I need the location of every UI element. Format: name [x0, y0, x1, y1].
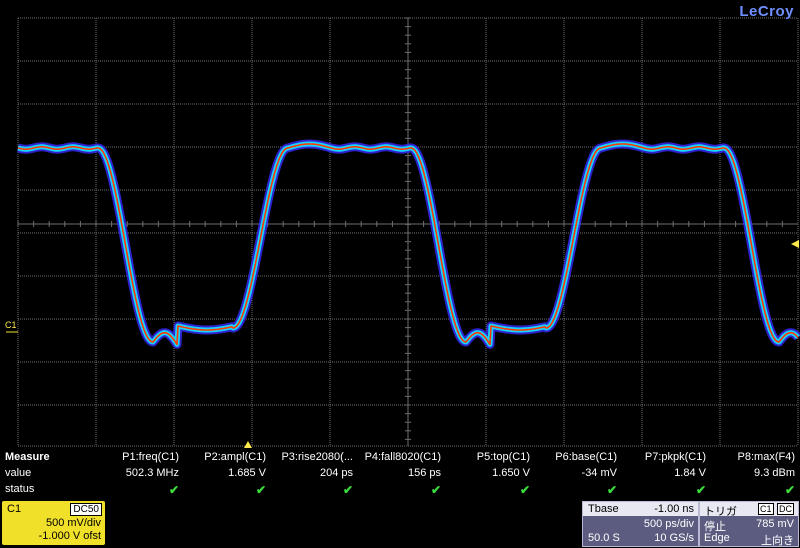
- vertical-offset: -1.000 V ofst: [38, 530, 101, 542]
- status-check-icon: ✔: [784, 483, 795, 497]
- measure-heading[interactable]: Measure: [5, 451, 50, 463]
- param-value-p2: 1.685 V: [228, 467, 266, 479]
- status-check-icon: ✔: [695, 483, 706, 497]
- param-name-p6[interactable]: P6:base(C1): [555, 451, 617, 463]
- param-name-p5[interactable]: P5:top(C1): [476, 451, 530, 463]
- channel-name: C1: [7, 503, 22, 515]
- param-name-p3[interactable]: P3:rise2080(...: [281, 451, 353, 463]
- timebase-scale: 500 ps/div: [643, 518, 694, 530]
- status-check-icon: ✔: [168, 483, 179, 497]
- measure-table: Measure P1:freq(C1) P2:ampl(C1) P3:rise2…: [0, 448, 800, 500]
- status-check-icon: ✔: [255, 483, 266, 497]
- param-name-p8[interactable]: P8:max(F4): [737, 451, 795, 463]
- trigger-position-marker[interactable]: [244, 441, 252, 448]
- trigger-level-marker[interactable]: [791, 240, 799, 248]
- param-name-p2[interactable]: P2:ampl(C1): [204, 451, 266, 463]
- trigger-slope: 上向き: [761, 535, 794, 547]
- brand-logo: LeCroy: [739, 3, 794, 20]
- timebase-descriptor[interactable]: Tbase -1.00 ns 500 ps/div 50.0 S 10 GS/s: [582, 501, 699, 547]
- status-check-icon: ✔: [430, 483, 441, 497]
- param-value-p3: 204 ps: [319, 467, 353, 479]
- trigger-label: トリガ: [704, 506, 737, 518]
- trigger-type: Edge: [704, 532, 730, 544]
- waveform-display[interactable]: LeCroy C1: [0, 0, 800, 448]
- value-row-label: value: [5, 467, 32, 479]
- trace-core: [17, 143, 799, 346]
- param-value-p8: 9.3 dBm: [754, 467, 795, 479]
- trigger-source-badge: C1: [758, 503, 774, 515]
- status-row-label: status: [5, 483, 35, 495]
- sample-count: 50.0 S: [588, 532, 620, 544]
- coupling-badge: DC50: [70, 503, 102, 516]
- graticule: [6, 17, 800, 447]
- timebase-delay: -1.00 ns: [654, 503, 694, 515]
- trigger-level: 785 mV: [756, 518, 794, 530]
- param-name-p1[interactable]: P1:freq(C1): [122, 451, 179, 463]
- sample-rate: 10 GS/s: [654, 532, 694, 544]
- trigger-coupling-badge: DC: [777, 503, 794, 515]
- status-check-icon: ✔: [342, 483, 353, 497]
- param-name-p7[interactable]: P7:pkpk(C1): [644, 451, 706, 463]
- trigger-mode: 停止: [704, 521, 726, 533]
- param-value-p6: -34 mV: [581, 467, 617, 479]
- status-check-icon: ✔: [519, 483, 530, 497]
- param-value-p5: 1.650 V: [492, 467, 530, 479]
- param-value-p7: 1.84 V: [674, 467, 706, 479]
- status-check-icon: ✔: [606, 483, 617, 497]
- channel-descriptor-c1[interactable]: C1 DC50 500 mV/div -1.000 V ofst: [2, 501, 105, 545]
- param-value-p4: 156 ps: [407, 467, 441, 479]
- vertical-scale: 500 mV/div: [45, 517, 101, 529]
- param-value-p1: 502.3 MHz: [125, 467, 179, 479]
- timebase-label: Tbase: [588, 503, 619, 515]
- channel-marker[interactable]: C1: [5, 320, 17, 330]
- trigger-descriptor[interactable]: トリガ C1 DC 停止 785 mV Edge 上向き: [699, 501, 799, 547]
- param-name-p4[interactable]: P4:fall8020(C1): [364, 451, 441, 463]
